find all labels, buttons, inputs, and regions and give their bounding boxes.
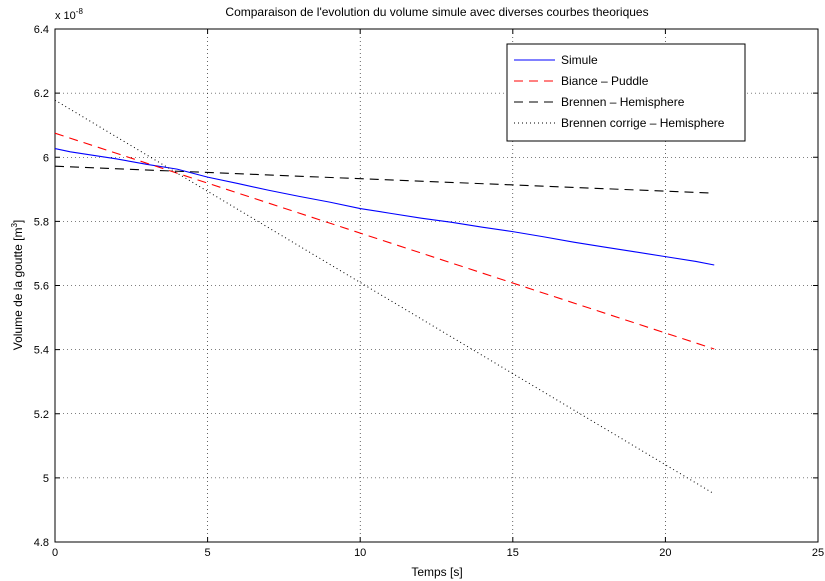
series-line-2 bbox=[54, 165, 715, 194]
exponent-base: x 10 bbox=[55, 10, 76, 22]
series-line-0 bbox=[54, 148, 715, 266]
y-tick-label: 5.8 bbox=[34, 216, 49, 228]
y-tick-label: 5 bbox=[43, 473, 49, 485]
x-axis-label: Temps [s] bbox=[411, 565, 462, 579]
svg-text:x 10-8: x 10-8 bbox=[55, 7, 83, 22]
x-tick-label: 5 bbox=[205, 547, 211, 559]
y-axis-label-main: Volume de la goutte [m bbox=[11, 228, 25, 351]
y-axis-label-sup: 3 bbox=[10, 223, 19, 228]
legend-label-3: Brennen corrige – Hemisphere bbox=[561, 116, 725, 130]
legend: Simule Biance – Puddle Brennen – Hemispher… bbox=[506, 43, 746, 142]
y-tick-label: 5.6 bbox=[34, 281, 49, 293]
legend-label-0: Simule bbox=[561, 53, 598, 67]
x-tick-label: 10 bbox=[354, 547, 366, 559]
series-layer bbox=[54, 99, 715, 495]
axis-ticks: 0 5 10 15 20 25 4.8 5 5.2 5.4 5.6 5.8 6 6.2 6.4 bbox=[34, 24, 824, 559]
legend-label-2: Brennen – Hemisphere bbox=[561, 95, 685, 109]
y-tick-label: 5.2 bbox=[34, 409, 49, 421]
x-tick-label: 20 bbox=[659, 547, 671, 559]
chart-title: Comparaison de l'evolution du volume sim… bbox=[225, 5, 648, 19]
y-tick-label: 6 bbox=[43, 152, 49, 164]
x-tick-label: 25 bbox=[812, 547, 824, 559]
y-axis-label: Volume de la goutte [m3] bbox=[10, 220, 25, 351]
series-line-3 bbox=[54, 99, 715, 495]
legend-label-1: Biance – Puddle bbox=[561, 74, 649, 88]
exponent-power: -8 bbox=[76, 7, 84, 16]
series-line-1 bbox=[54, 132, 715, 350]
y-axis-label-close: ] bbox=[11, 220, 25, 223]
x-tick-label: 0 bbox=[52, 547, 58, 559]
y-tick-label: 6.4 bbox=[34, 24, 49, 36]
exponent-label: x 10-8 bbox=[55, 7, 83, 22]
grid bbox=[55, 29, 818, 542]
y-tick-label: 5.4 bbox=[34, 345, 49, 357]
y-tick-label: 6.2 bbox=[34, 88, 49, 100]
x-tick-label: 15 bbox=[507, 547, 519, 559]
y-tick-label: 4.8 bbox=[34, 537, 49, 549]
